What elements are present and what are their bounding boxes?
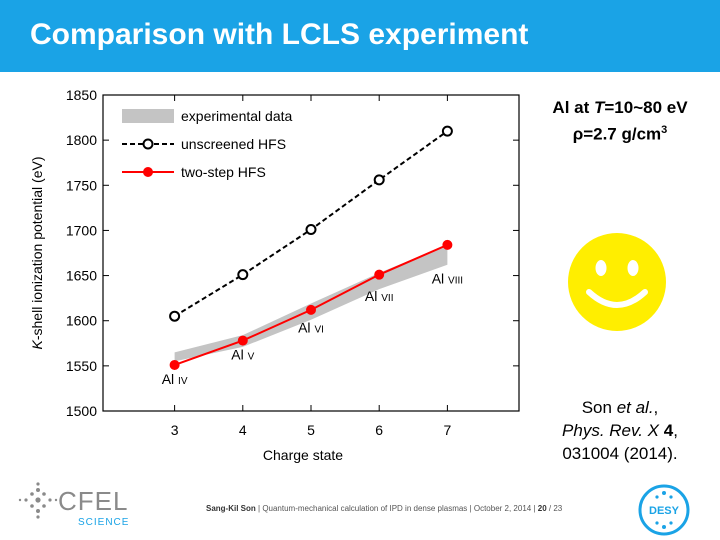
reference-comma-2: ,	[673, 421, 678, 440]
legend-label-two-step-hfs: two-step HFS	[181, 164, 266, 180]
two-step-hfs-point	[237, 335, 248, 346]
reference-citation: Son et al., Phys. Rev. X 4, 031004 (2014…	[522, 396, 718, 465]
y-tick-label: 1650	[66, 268, 97, 284]
annotation-element: Al	[231, 347, 247, 363]
two-step-hfs-point	[442, 239, 453, 250]
x-axis-label: Charge state	[263, 447, 343, 463]
smiley-icon	[568, 233, 666, 331]
footer-page-number: 20	[537, 504, 547, 513]
reference-journal: Phys. Rev. X	[562, 421, 664, 440]
reference-line-2: Phys. Rev. X 4,	[522, 419, 718, 442]
reference-comma-1: ,	[653, 398, 659, 417]
y-tick-label: 1800	[66, 132, 97, 148]
two-step-hfs-point	[169, 359, 180, 370]
unscreened-hfs-line	[174, 130, 448, 318]
unscreened-hfs-point	[237, 269, 249, 281]
annotation-element: Al	[162, 371, 178, 387]
plot-frame	[102, 94, 520, 412]
cfel-logo-subtext: SCIENCE	[78, 517, 129, 528]
unscreened-hfs-point	[441, 125, 453, 137]
two-step-hfs-point	[374, 269, 385, 280]
unscreened-hfs-point	[373, 174, 385, 186]
reference-etal: et al.	[616, 398, 654, 417]
legend-label-unscreened-hfs: unscreened HFS	[181, 136, 286, 152]
legend-marker-unscreened-hfs	[142, 138, 154, 150]
reference-line-1: Son et al.,	[522, 396, 718, 419]
unscreened-hfs-point	[305, 224, 317, 236]
condition-density-value: ρ=2.7 g/cm	[572, 124, 662, 144]
footer-date: October 2, 2014	[473, 504, 532, 513]
annotation-roman: V	[248, 352, 255, 363]
x-tick-label: 7	[443, 422, 451, 438]
smiley-mouth	[586, 289, 648, 308]
footer-talk-title: Quantum-mechanical calculation of IPD in…	[262, 504, 468, 513]
footer-author: Sang-Kil Son	[206, 504, 256, 513]
y-axis-label-text: -shell ionization potential (eV)	[29, 157, 45, 341]
condition-temperature-symbol: T	[593, 98, 605, 117]
unscreened-hfs-point	[169, 310, 181, 322]
desy-logo-dots-icon	[655, 491, 673, 529]
annotation-al-iv: Al IV	[162, 371, 188, 387]
y-tick-label: 1750	[66, 177, 97, 193]
x-tick-label: 5	[307, 422, 315, 438]
slide-footer: Sang-Kil Son | Quantum-mechanical calcul…	[206, 504, 562, 513]
annotation-element: Al	[432, 271, 448, 287]
y-tick-label: 1500	[66, 403, 97, 419]
y-tick-label: 1550	[66, 358, 97, 374]
y-tick-label: 1700	[66, 222, 97, 238]
cfel-dots-icon	[18, 482, 58, 519]
smiley-left-eye	[595, 260, 607, 276]
y-tick-label: 1600	[66, 313, 97, 329]
condition-density: ρ=2.7 g/cm3	[522, 124, 718, 145]
x-tick-label: 4	[239, 422, 247, 438]
condition-temperature-pre: Al at	[552, 98, 594, 117]
annotation-al-viii: Al VIII	[432, 271, 463, 287]
cfel-logo-text: CFEL	[58, 486, 128, 516]
footer-page-total: / 23	[546, 504, 563, 513]
annotation-al-vi: Al VI	[298, 319, 324, 335]
footer-separator-3: |	[531, 504, 538, 513]
x-tick-label: 6	[375, 422, 383, 438]
y-tick-label: 1850	[66, 87, 97, 103]
smiley-face	[568, 233, 666, 331]
chart: 1500 1550 1600 1650 1700 1750 1800 1850 3 4 5 6 7 Cha…	[29, 87, 520, 463]
annotation-element: Al	[365, 288, 381, 304]
title-bar	[0, 0, 720, 72]
y-axis-label: K-shell ionization potential (eV)	[29, 157, 45, 350]
annotation-al-vii: Al VII	[365, 288, 394, 304]
legend-marker-two-step-hfs	[143, 167, 153, 177]
desy-logo: DESY	[638, 484, 690, 536]
desy-logo-ring	[638, 484, 690, 536]
annotation-al-v: Al V	[231, 347, 254, 363]
annotation-roman: VIII	[448, 276, 463, 287]
slide-title: Comparison with LCLS experiment	[30, 18, 529, 51]
condition-temperature: Al at T=10~80 eV	[522, 98, 718, 118]
condition-density-exponent: 3	[661, 124, 668, 136]
annotation-element: Al	[298, 319, 314, 335]
condition-temperature-value: =10~80 eV	[604, 98, 688, 117]
annotation-roman: VI	[314, 324, 323, 335]
annotation-roman: VII	[381, 293, 393, 304]
two-step-hfs-point	[306, 304, 316, 315]
y-axis-label-symbol: K	[29, 340, 45, 350]
reference-volume: 4	[663, 421, 674, 440]
smiley-right-eye	[627, 260, 639, 276]
reference-pages: 031004 (2014).	[562, 444, 678, 463]
legend-swatch-experimental-data	[122, 109, 174, 123]
footer-separator-1: |	[255, 504, 263, 513]
x-tick-label: 3	[171, 422, 179, 438]
reference-author: Son	[581, 398, 617, 417]
footer-separator-2: |	[467, 504, 474, 513]
annotation-roman: IV	[178, 376, 188, 387]
legend-label-experimental-data: experimental data	[181, 108, 293, 124]
cfel-logo: CFEL SCIENCE	[18, 482, 129, 528]
desy-logo-text: DESY	[649, 505, 680, 517]
